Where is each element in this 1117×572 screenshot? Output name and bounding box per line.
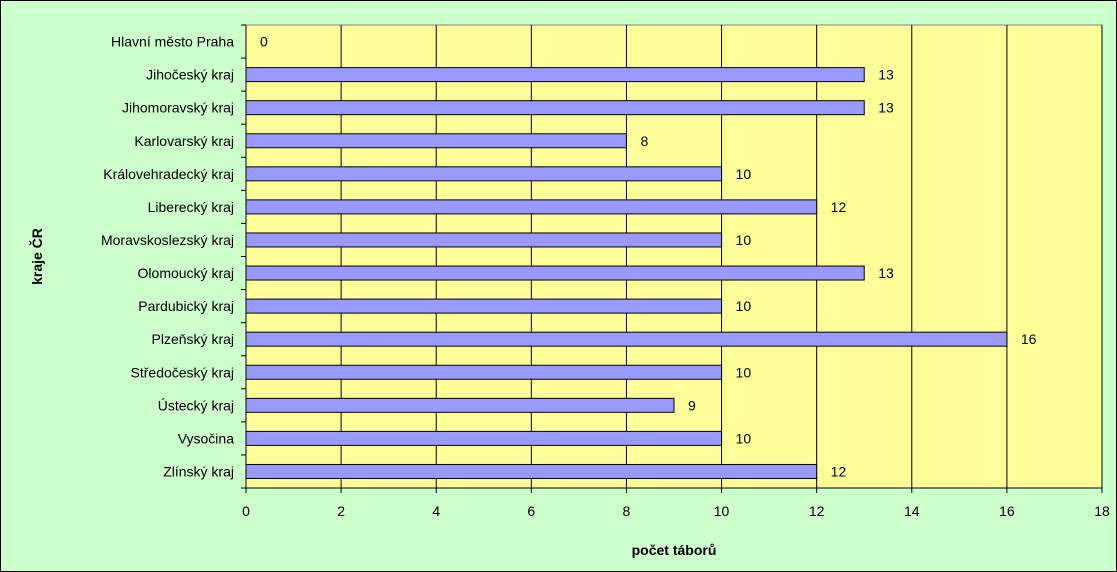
data-label: 10: [736, 298, 752, 314]
data-label: 10: [736, 430, 752, 446]
category-label: Hlavní město Praha: [111, 34, 234, 50]
bar: [245, 364, 723, 380]
category-label: Vysočina: [178, 430, 235, 446]
category-label: Pardubický kraj: [138, 298, 234, 314]
bar: [245, 67, 865, 83]
category-labels: Hlavní město Praha Jihočeský kraj Jihomora…: [101, 34, 234, 480]
x-tick-label: 16: [999, 503, 1015, 519]
category-label: Zlínský kraj: [163, 463, 234, 479]
data-label: 10: [736, 232, 752, 248]
data-label: 10: [736, 166, 752, 182]
category-label: Ústecký kraj: [158, 397, 234, 413]
category-label: Liberecký kraj: [148, 199, 234, 215]
category-label: Karlovarský kraj: [134, 133, 234, 149]
x-tick-label: 6: [527, 503, 535, 519]
bar: [245, 133, 627, 149]
category-label: Olomoucký kraj: [138, 265, 234, 281]
data-label: 8: [640, 133, 648, 149]
bar: [245, 298, 723, 314]
category-label: Plzeňský kraj: [152, 331, 234, 347]
y-axis-title: kraje ČR: [28, 228, 45, 285]
x-tick-label: 12: [809, 503, 825, 519]
x-tick-label: 0: [242, 503, 250, 519]
category-label: Jihomoravský kraj: [122, 100, 234, 116]
x-tick-label: 18: [1094, 503, 1110, 519]
x-tick-labels: 0 2 4 6 8 10 12 14 16 18: [242, 503, 1110, 519]
data-label: 13: [878, 100, 894, 116]
bar: [245, 397, 675, 413]
bar: [245, 232, 723, 248]
x-tick-label: 10: [714, 503, 730, 519]
bar: [245, 463, 818, 479]
category-label: Středočeský kraj: [131, 364, 234, 380]
x-tick-label: 2: [337, 503, 345, 519]
bar: [245, 331, 1008, 347]
category-label: Královehradecký kraj: [103, 166, 234, 182]
data-label: 13: [878, 265, 894, 281]
data-labels: 0 13 13 8 10 12 10 13 10 16 10 9 10 12: [260, 34, 1037, 480]
category-label: Jihočeský kraj: [146, 67, 234, 83]
bar: [245, 430, 723, 446]
bar: [245, 166, 723, 182]
bar: [245, 265, 865, 281]
data-label: 0: [260, 34, 268, 50]
category-label: Moravskoslezský kraj: [101, 232, 234, 248]
x-tick-label: 4: [432, 503, 440, 519]
data-label: 12: [831, 463, 847, 479]
axes: [241, 24, 1103, 493]
x-tick-label: 8: [623, 503, 631, 519]
plot-area: [245, 24, 1103, 489]
data-label: 10: [736, 364, 752, 380]
data-label: 12: [831, 199, 847, 215]
bar: [245, 199, 818, 215]
data-label: 16: [1021, 331, 1037, 347]
x-tick-label: 14: [904, 503, 920, 519]
data-label: 13: [878, 67, 894, 83]
bar: [245, 100, 865, 116]
data-label: 9: [688, 397, 696, 413]
x-axis-title: počet táborů: [632, 542, 717, 558]
bars: [245, 67, 1008, 479]
